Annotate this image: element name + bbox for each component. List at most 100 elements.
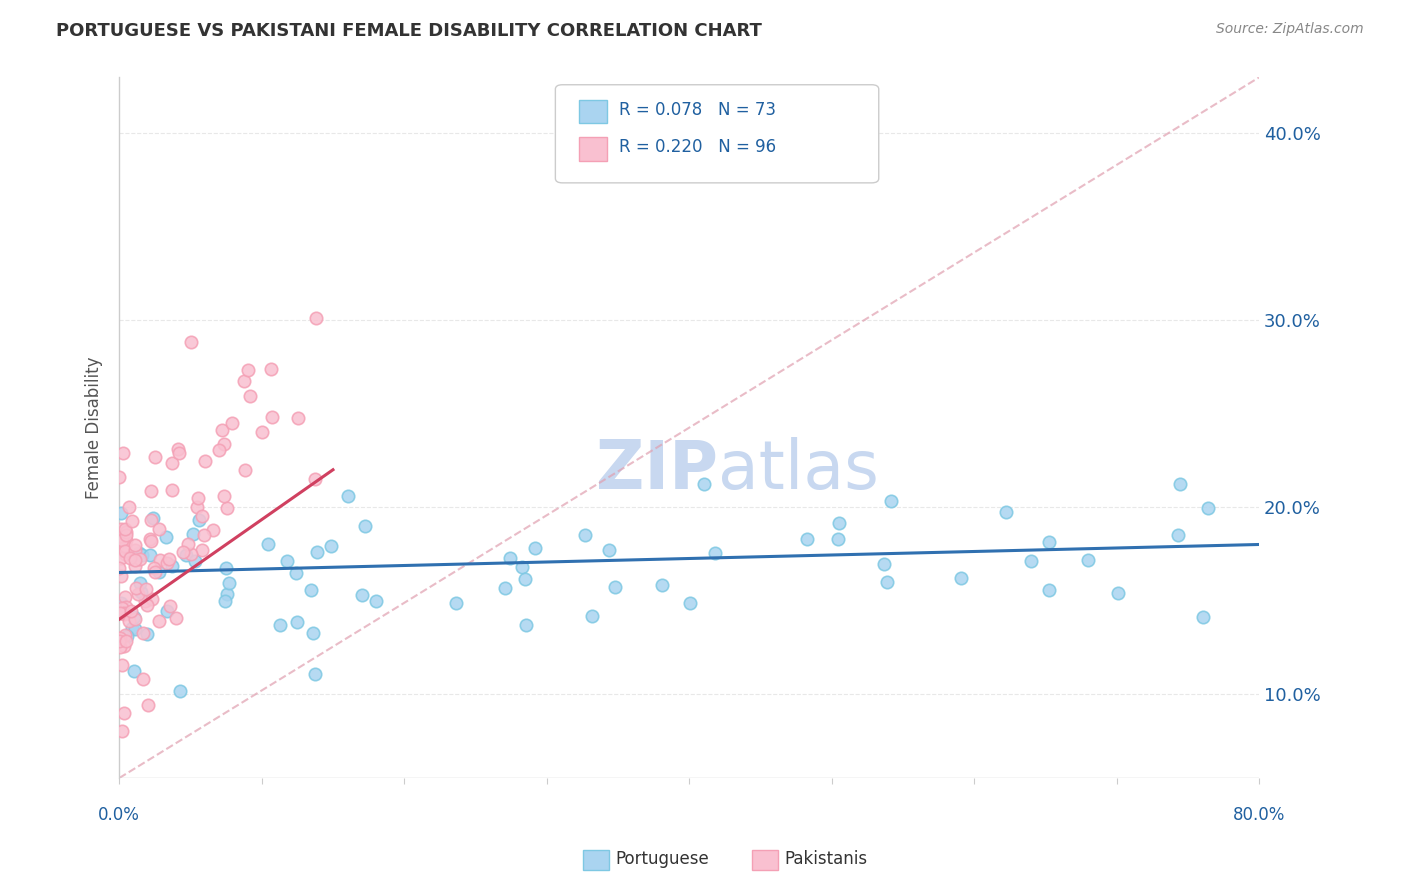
Point [108,631,131,645]
Point [135,582,157,596]
Point [124,622,146,636]
Point [157,552,180,566]
Point [114,540,136,554]
Y-axis label: Female Disability: Female Disability [86,357,103,499]
Point [115,533,138,548]
Point [181,526,204,541]
Point [366,594,388,608]
Point [287,411,309,425]
Point [136,627,159,641]
Point [155,531,177,545]
Point [110,506,132,520]
Point [108,634,131,648]
Point [112,606,135,620]
Point [131,549,153,563]
Point [114,590,136,604]
Point [187,491,209,506]
Point [180,547,202,561]
Point [704,546,727,560]
Point [305,311,328,326]
Point [110,596,132,610]
Point [128,546,150,560]
Point [160,483,183,497]
Point [128,576,150,591]
Point [115,629,138,643]
Point [112,541,135,556]
Point [304,666,326,681]
Point [191,509,214,524]
Point [212,489,235,503]
Point [214,437,236,451]
Text: Source: ZipAtlas.com: Source: ZipAtlas.com [1216,22,1364,37]
Point [124,559,146,574]
Point [136,698,159,713]
Point [239,389,262,403]
Text: R = 0.220   N = 96: R = 0.220 N = 96 [619,138,776,156]
Point [217,587,239,601]
Point [162,456,184,470]
Point [121,621,143,635]
Point [214,594,236,608]
Point [651,578,673,592]
Point [190,542,212,557]
Point [693,477,716,491]
Point [141,592,163,607]
Point [139,532,162,546]
Point [132,673,155,687]
Point [201,523,224,537]
Point [135,599,157,613]
Point [494,582,516,596]
Point [108,469,131,483]
Point [221,416,243,430]
Point [513,573,536,587]
Text: ZIP: ZIP [596,437,717,503]
Point [1019,554,1042,568]
Point [284,566,307,581]
Point [139,513,162,527]
Point [115,525,138,540]
Point [111,658,134,673]
Point [118,615,141,629]
Point [162,558,184,573]
Point [115,634,138,648]
Point [127,587,149,601]
Point [1197,501,1219,516]
Point [125,581,148,595]
Point [218,576,240,591]
Point [950,570,973,584]
Point [111,533,134,548]
Point [177,537,200,551]
Point [142,510,165,524]
Point [124,612,146,626]
Point [112,706,135,720]
Point [678,597,700,611]
Point [605,581,627,595]
Point [285,615,308,629]
Point [167,446,190,460]
Point [515,617,537,632]
Point [1192,610,1215,624]
Point [148,614,170,628]
Point [257,537,280,551]
Point [118,500,141,515]
Point [108,640,131,654]
Point [121,514,143,528]
Point [115,599,138,614]
Point [122,664,145,678]
Point [156,556,179,570]
Point [336,489,359,503]
Point [598,543,620,558]
Point [122,609,145,624]
Point [134,593,156,607]
Point [299,582,322,597]
Point [259,362,281,376]
Text: Pakistanis: Pakistanis [785,850,868,868]
Point [114,544,136,558]
Point [124,537,146,551]
Point [129,552,152,566]
Point [302,625,325,640]
Point [873,557,896,571]
Point [194,454,217,468]
Point [148,566,170,580]
Point [143,450,166,464]
